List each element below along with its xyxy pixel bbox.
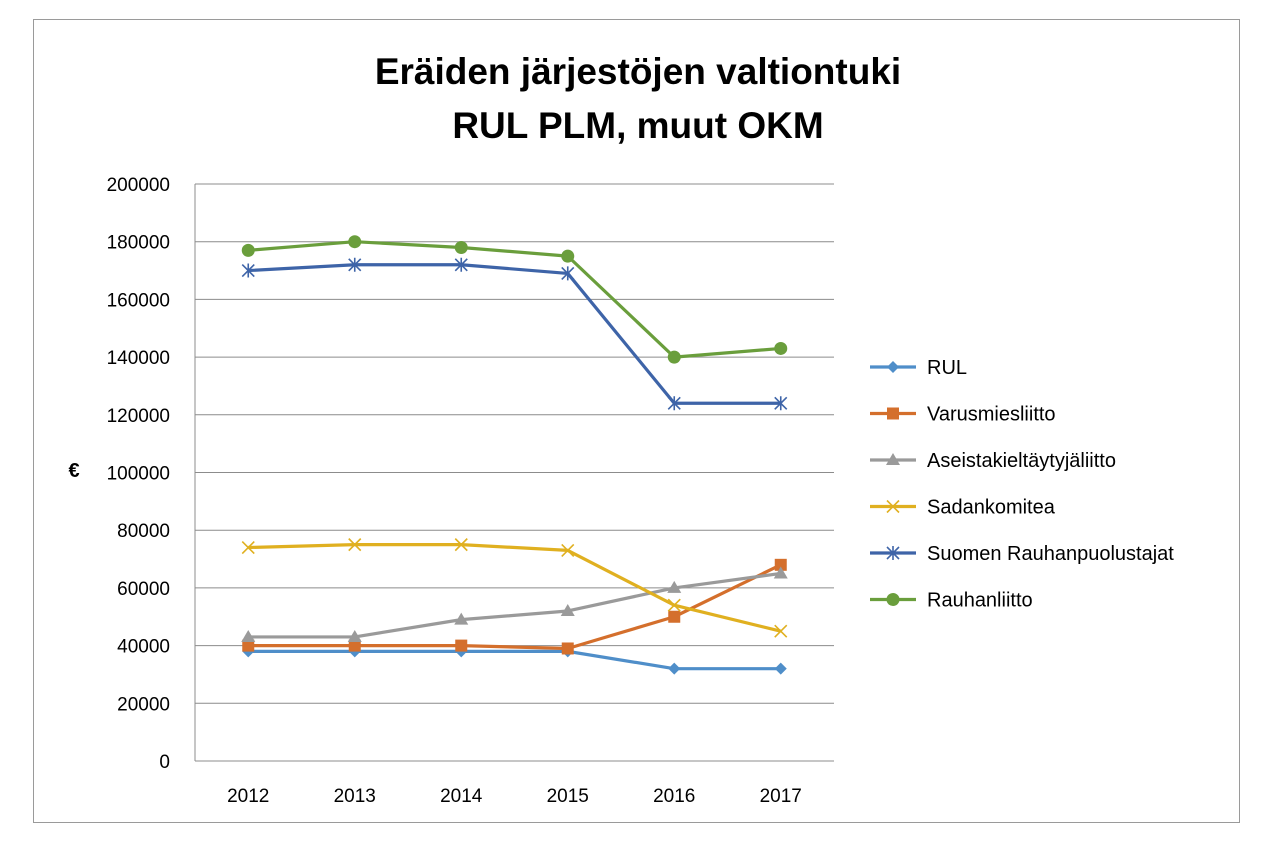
data-point xyxy=(242,639,255,652)
x-tick-label: 2012 xyxy=(227,786,269,807)
data-point xyxy=(454,257,468,272)
data-point xyxy=(241,540,255,555)
data-point xyxy=(348,639,361,652)
legend-marker xyxy=(886,593,900,606)
series-line-0 xyxy=(248,649,781,671)
legend-label: Sadankomitea xyxy=(927,497,1056,519)
data-point xyxy=(561,249,575,263)
data-point xyxy=(668,610,681,623)
data-point xyxy=(241,243,255,257)
data-point xyxy=(454,538,468,552)
data-point xyxy=(348,538,362,552)
series-markers xyxy=(241,235,788,675)
data-point xyxy=(348,257,362,272)
data-point xyxy=(454,612,469,625)
data-point xyxy=(774,662,787,675)
x-tick-label: 2016 xyxy=(653,786,695,807)
series-line-4 xyxy=(248,263,781,405)
legend-label: Aseistakieltäytyjäliitto xyxy=(927,450,1116,472)
legend-marker xyxy=(886,499,900,514)
series-line-2 xyxy=(248,571,781,639)
legend-marker xyxy=(886,453,900,465)
legend-marker xyxy=(887,361,899,373)
series-line-3 xyxy=(248,543,782,633)
y-axis-ticks: 0 20000 40000 60000 80000 100000 120000 140000 1… xyxy=(107,175,170,773)
plot-area xyxy=(194,184,834,762)
y-tick-label: 140000 xyxy=(107,348,170,369)
legend-label: Rauhanliitto xyxy=(927,590,1033,612)
chart-frame: Eräiden järjestöjen valtiontuki RUL PLM,… xyxy=(33,19,1240,823)
y-tick-label: 0 xyxy=(159,752,170,773)
data-point xyxy=(347,629,362,642)
legend: RUL Varusmiesliitto Aseistakieltäytyjäliit… xyxy=(870,357,1174,612)
y-tick-label: 180000 xyxy=(107,233,170,254)
x-tick-label: 2017 xyxy=(760,786,802,807)
series-line-5 xyxy=(248,240,781,359)
data-point xyxy=(560,603,575,616)
y-tick-label: 80000 xyxy=(117,521,170,542)
data-point xyxy=(774,624,788,638)
line-chart: Eräiden järjestöjen valtiontuki RUL PLM,… xyxy=(68,51,1174,807)
legend-marker xyxy=(886,546,900,560)
data-point xyxy=(773,566,788,579)
chart-title-line-1: Eräiden järjestöjen valtiontuki xyxy=(375,51,901,92)
y-tick-label: 100000 xyxy=(107,464,170,485)
data-point xyxy=(454,240,468,254)
data-point xyxy=(455,639,468,652)
data-point xyxy=(667,598,681,612)
data-point xyxy=(668,662,681,675)
legend-label: Suomen Rauhanpuolustajat xyxy=(927,543,1174,565)
data-point xyxy=(667,350,681,364)
data-point xyxy=(774,396,788,411)
y-tick-label: 120000 xyxy=(107,406,170,427)
y-tick-label: 20000 xyxy=(117,694,170,715)
series-lines xyxy=(248,240,782,671)
legend-marker xyxy=(887,407,899,420)
y-axis-label: € xyxy=(68,460,79,482)
legend-label: RUL xyxy=(927,357,967,379)
x-tick-label: 2014 xyxy=(440,786,483,807)
data-point xyxy=(774,558,787,571)
data-point xyxy=(561,266,575,281)
data-point xyxy=(774,341,788,355)
legend-label: Varusmiesliitto xyxy=(927,404,1056,426)
data-point xyxy=(241,629,256,642)
y-tick-label: 40000 xyxy=(117,637,170,658)
chart-title-line-2: RUL PLM, muut OKM xyxy=(452,105,823,146)
data-point xyxy=(667,580,682,593)
x-tick-label: 2013 xyxy=(334,786,376,807)
data-point xyxy=(561,543,575,557)
data-point xyxy=(667,396,681,411)
y-tick-label: 200000 xyxy=(107,175,170,196)
y-tick-label: 160000 xyxy=(107,290,170,311)
chart-title: Eräiden järjestöjen valtiontuki RUL PLM,… xyxy=(375,51,901,146)
data-point xyxy=(241,263,255,278)
data-point xyxy=(561,642,574,655)
x-tick-label: 2015 xyxy=(547,786,589,807)
gridlines xyxy=(195,183,834,704)
x-axis-ticks: 2012 2013 2014 2015 2016 2017 xyxy=(227,786,802,807)
y-tick-label: 60000 xyxy=(117,579,170,600)
data-point xyxy=(348,235,362,249)
